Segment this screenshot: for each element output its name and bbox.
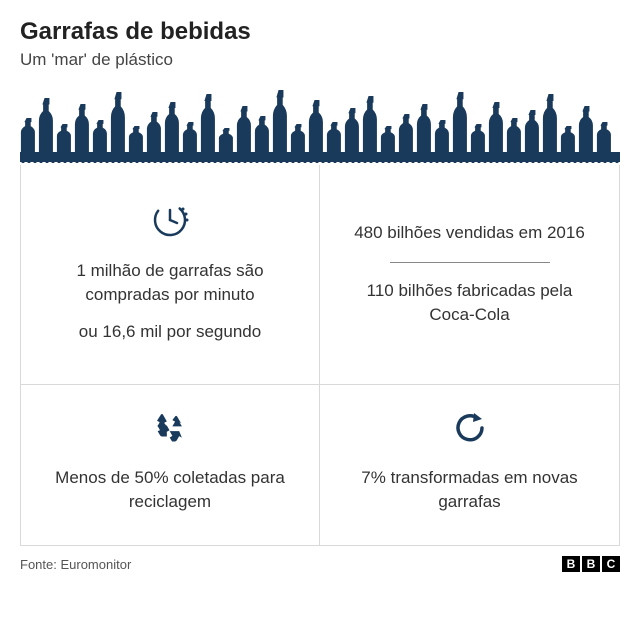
page-title: Garrafas de bebidas	[20, 18, 620, 46]
footer: Fonte: Euromonitor B B C	[20, 556, 620, 572]
clock-icon	[151, 199, 189, 241]
refresh-icon	[452, 409, 488, 448]
stat-text: ou 16,6 mil por segundo	[79, 320, 261, 345]
page-subtitle: Um 'mar' de plástico	[20, 50, 620, 70]
recycle-icon	[151, 409, 189, 448]
bottles-illustration	[20, 88, 620, 152]
bbc-logo: B B C	[562, 556, 620, 572]
divider	[390, 262, 550, 263]
stat-text: 480 bilhões vendidas em 2016	[354, 221, 585, 246]
source-text: Fonte: Euromonitor	[20, 557, 131, 572]
bottles-band	[20, 152, 620, 162]
bbc-letter: C	[602, 556, 620, 572]
bbc-letter: B	[582, 556, 600, 572]
stat-text: Menos de 50% coletadas para reciclagem	[49, 466, 291, 515]
cell-recycled: Menos de 50% coletadas para reciclagem	[21, 385, 320, 545]
cell-sold-2016: 480 bilhões vendidas em 2016 110 bilhões…	[320, 165, 619, 385]
cell-new-bottles: 7% transformadas em novas garrafas	[320, 385, 619, 545]
bbc-letter: B	[562, 556, 580, 572]
stat-text: 110 bilhões fabricadas pela Coca-Cola	[348, 279, 591, 328]
stat-text: 7% transformadas em novas garrafas	[348, 466, 591, 515]
stat-text: 1 milhão de garrafas são compradas por m…	[49, 259, 291, 308]
stats-grid: 1 milhão de garrafas são compradas por m…	[20, 165, 620, 546]
cell-per-minute: 1 milhão de garrafas são compradas por m…	[21, 165, 320, 385]
